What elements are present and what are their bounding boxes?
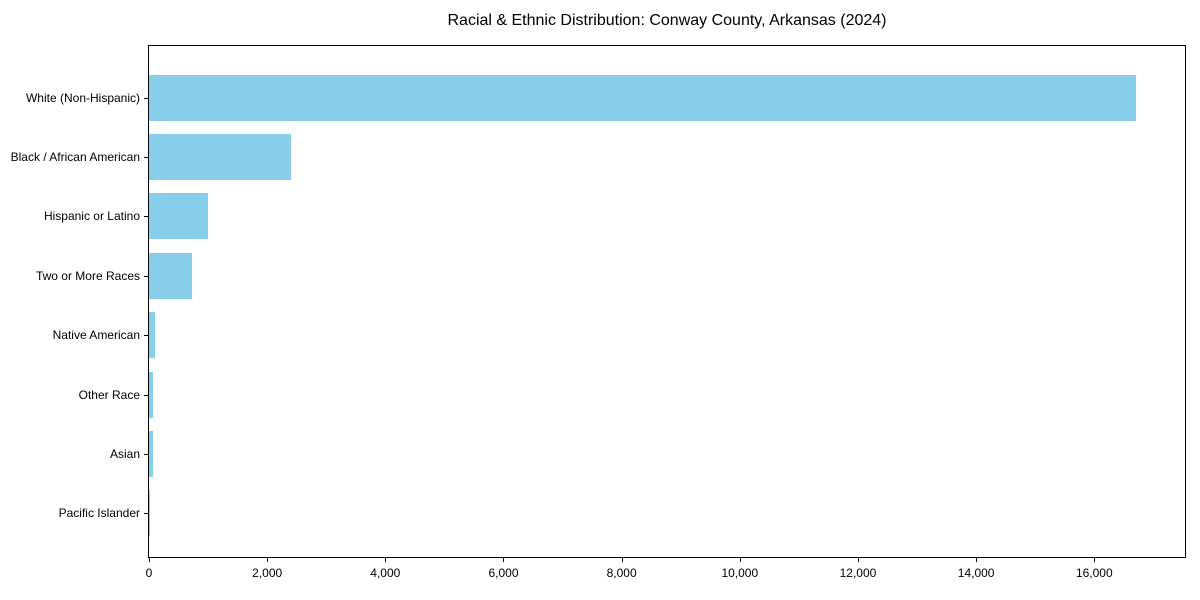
category-label: Other Race — [78, 387, 140, 402]
x-tick-label: 16,000 — [1075, 566, 1113, 580]
y-tick-mark — [144, 394, 148, 396]
y-tick-mark — [144, 453, 148, 455]
x-tick-label: 14,000 — [957, 566, 995, 580]
category-label: Asian — [109, 446, 140, 461]
category-label: Hispanic or Latino — [43, 209, 140, 224]
x-tick-mark — [385, 558, 387, 562]
x-axis-labels: 0 2,000 4,000 6,000 8,000 10,000 12,000 14,000 1… — [146, 558, 1186, 588]
x-tick-label: 8,000 — [606, 566, 637, 580]
y-axis-labels: White (Non-Hispanic) Black / African Amer… — [0, 45, 140, 558]
x-tick-label: 0 — [145, 566, 153, 580]
x-tick-mark — [621, 558, 623, 562]
x-tick-label: 6,000 — [488, 566, 519, 580]
category-label: Pacific Islander — [58, 506, 140, 521]
x-tick-mark — [1094, 558, 1096, 562]
x-tick-mark — [739, 558, 741, 562]
x-tick-label: 2,000 — [252, 566, 283, 580]
bar-pacific-islander — [149, 490, 150, 537]
x-tick-label: 12,000 — [839, 566, 877, 580]
bar-asian — [149, 430, 153, 477]
plot-area — [144, 45, 1186, 562]
x-tick-mark — [267, 558, 269, 562]
bar-white-non-hispanic — [149, 74, 1136, 121]
bar-hispanic-or-latino — [149, 193, 209, 240]
y-tick-mark — [144, 157, 148, 159]
category-label: Native American — [52, 328, 140, 343]
bar-other-race — [149, 371, 154, 418]
x-tick-mark — [149, 558, 150, 562]
x-tick-mark — [503, 558, 505, 562]
category-label: White (Non-Hispanic) — [25, 90, 140, 105]
y-tick-mark — [144, 275, 148, 277]
x-tick-mark — [857, 558, 859, 562]
x-tick-label: 4,000 — [370, 566, 401, 580]
category-label: Black / African American — [10, 150, 140, 165]
x-tick-label: 10,000 — [721, 566, 759, 580]
bar-native-american — [149, 312, 155, 359]
x-tick-mark — [976, 558, 978, 562]
chart-title: Racial & Ethnic Distribution: Conway Cou… — [447, 12, 887, 29]
category-label: Two or More Races — [35, 268, 140, 283]
y-tick-mark — [144, 513, 148, 515]
y-tick-mark — [144, 216, 148, 218]
bar-black-african-american — [149, 134, 291, 181]
y-tick-mark — [144, 335, 148, 337]
y-tick-mark — [144, 97, 148, 99]
bar-two-or-more-races — [149, 252, 192, 299]
